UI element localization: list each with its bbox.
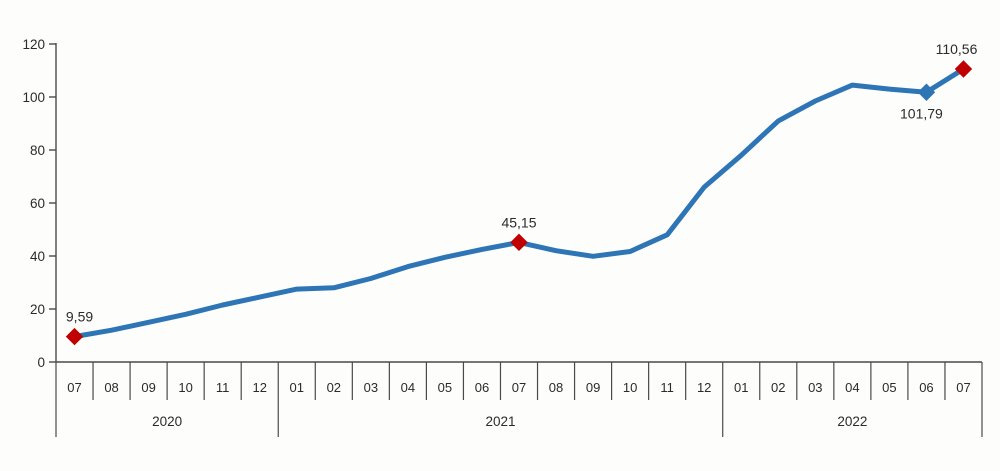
- month-tick-label: 11: [216, 380, 230, 395]
- month-tick-label: 07: [956, 380, 970, 395]
- data-point-label: 110,56: [936, 41, 978, 57]
- month-tick-label: 04: [845, 380, 859, 395]
- y-tick-label: 40: [30, 249, 45, 264]
- data-point-label: 101,79: [900, 105, 943, 121]
- month-tick-label: 09: [586, 380, 600, 395]
- month-tick-label: 06: [475, 380, 489, 395]
- month-tick-label: 05: [438, 380, 452, 395]
- month-tick-label: 06: [919, 380, 933, 395]
- year-label: 2021: [485, 414, 515, 429]
- month-tick-label: 03: [808, 380, 822, 395]
- month-tick-label: 12: [697, 380, 711, 395]
- data-point-marker: [954, 60, 973, 78]
- data-point-marker: [510, 233, 528, 252]
- y-tick-label: 0: [37, 355, 45, 370]
- y-tick-label: 60: [30, 196, 45, 211]
- data-point-marker: [65, 327, 84, 346]
- month-tick-label: 08: [549, 380, 563, 395]
- month-tick-label: 08: [104, 380, 118, 395]
- month-tick-label: 05: [882, 380, 896, 395]
- month-tick-label: 03: [364, 380, 378, 395]
- year-label: 2022: [837, 414, 867, 429]
- year-label: 2020: [152, 414, 182, 429]
- trend-line: [72, 66, 966, 340]
- month-tick-label: 04: [401, 380, 415, 395]
- month-tick-label: 10: [178, 380, 192, 395]
- month-tick-label: 12: [252, 380, 266, 395]
- month-tick-label: 01: [290, 380, 304, 395]
- y-tick-label: 80: [30, 143, 45, 158]
- y-tick-label: 120: [22, 37, 45, 52]
- y-tick-label: 20: [30, 302, 45, 317]
- month-tick-label: 01: [734, 380, 748, 395]
- month-tick-label: 09: [141, 380, 155, 395]
- month-tick-label: 10: [623, 380, 637, 395]
- month-tick-label: 02: [327, 380, 341, 395]
- month-tick-label: 11: [660, 380, 674, 395]
- month-tick-label: 07: [512, 380, 526, 395]
- data-point-marker: [917, 83, 936, 101]
- month-tick-label: 02: [771, 380, 785, 395]
- data-point-label: 45,15: [501, 214, 536, 230]
- data-point-label: 9,59: [66, 309, 93, 325]
- month-tick-label: 07: [67, 380, 81, 395]
- y-tick-label: 100: [22, 90, 45, 105]
